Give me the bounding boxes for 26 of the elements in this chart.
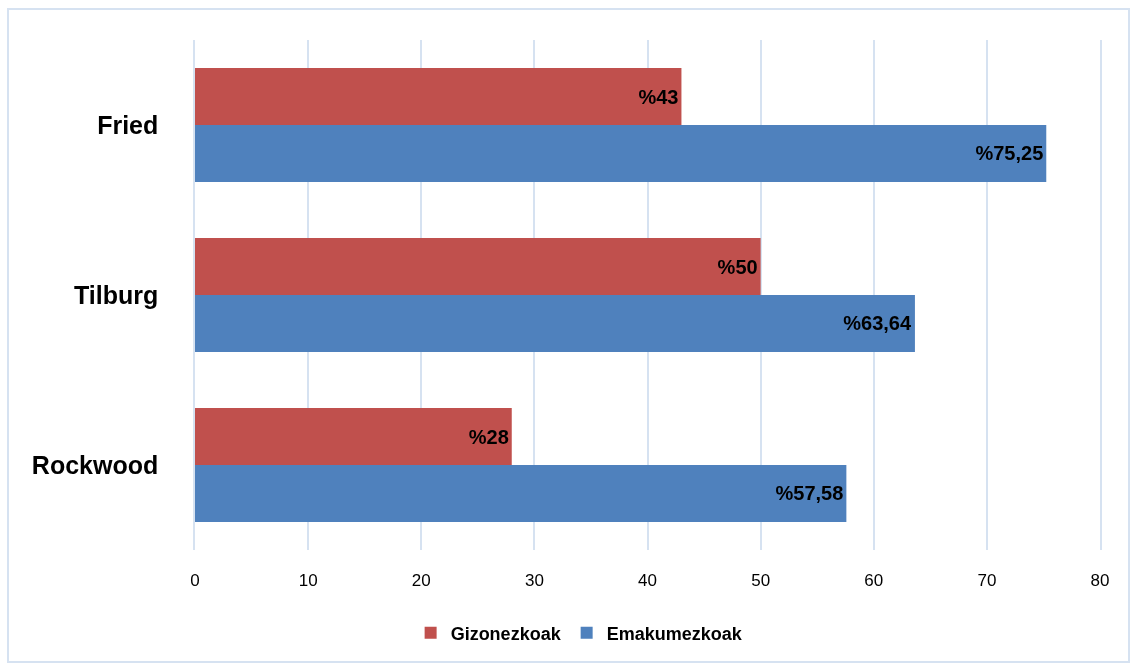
bar <box>195 408 512 465</box>
legend-label: Emakumezkoak <box>606 623 743 644</box>
data-label: %43 <box>638 85 679 108</box>
x-tick-label: 60 <box>864 571 884 590</box>
data-label: %50 <box>717 255 758 278</box>
y-tick-label: Fried <box>97 110 159 139</box>
x-tick-label: 70 <box>977 571 997 590</box>
x-tick-label: 50 <box>751 571 771 590</box>
bar <box>195 465 847 522</box>
bar <box>195 295 915 352</box>
data-label: %57,58 <box>775 482 844 505</box>
data-label: %75,25 <box>975 142 1044 165</box>
legend-label: Gizonezkoak <box>450 623 562 644</box>
x-tick-label: 30 <box>524 571 544 590</box>
x-tick-label: 0 <box>190 571 200 590</box>
x-tick-label: 10 <box>298 571 318 590</box>
bar <box>195 238 761 295</box>
bar <box>195 68 682 125</box>
bar <box>195 125 1047 182</box>
data-label: %63,64 <box>843 312 912 335</box>
x-tick-label: 40 <box>638 571 657 590</box>
data-label: %28 <box>468 425 509 448</box>
y-tick-label: Tilburg <box>73 280 159 309</box>
y-tick-label: Rockwood <box>31 450 159 479</box>
x-tick-label: 20 <box>411 571 431 590</box>
x-tick-label: 80 <box>1090 571 1110 590</box>
